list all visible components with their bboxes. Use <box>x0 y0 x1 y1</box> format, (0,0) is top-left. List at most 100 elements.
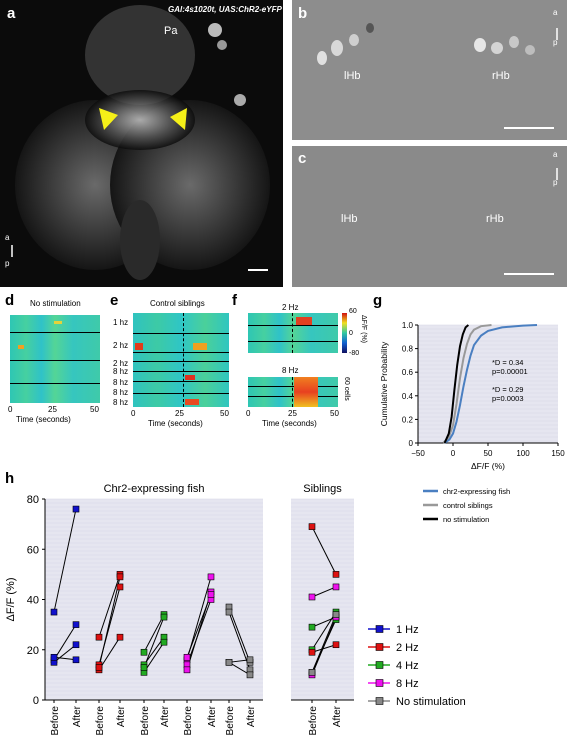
stat-annotation: p=0.0003 <box>492 394 524 403</box>
panel-h-label: h <box>5 470 15 487</box>
x-tick-label: Before <box>95 706 106 736</box>
group-title: Siblings <box>303 483 342 495</box>
pair-line <box>53 508 77 613</box>
x-tick-label: Before <box>225 706 236 736</box>
data-point <box>95 664 103 671</box>
pair-line <box>98 574 121 638</box>
f-tick-50: 50 <box>330 409 339 418</box>
data-point <box>140 648 148 656</box>
data-point <box>72 641 80 649</box>
data-point <box>72 621 80 628</box>
data-point <box>332 583 340 591</box>
data-point <box>160 613 168 621</box>
pair-line <box>53 656 77 661</box>
data-point <box>246 671 254 679</box>
stat-annotation: *D = 0.29 <box>492 385 523 394</box>
data-point <box>332 611 340 618</box>
y-tick-label: 0.8 <box>402 345 414 354</box>
y-tick-label: 0 <box>33 695 39 707</box>
legend-marker <box>375 625 384 633</box>
cdf-line <box>444 324 538 444</box>
e-row-5: 8 hz <box>113 388 129 397</box>
data-point <box>308 523 316 530</box>
data-point <box>308 593 316 601</box>
f-tick-25: 25 <box>288 409 297 418</box>
panel-e-title: Control siblings <box>150 299 205 308</box>
panel-b-label: b <box>298 5 308 22</box>
cdf-line <box>443 324 470 444</box>
legend-label: 2 Hz <box>396 642 419 654</box>
y-axis-label: ΔF/F (%) <box>5 577 17 621</box>
f-tick-0: 0 <box>246 409 251 418</box>
x-axis-label: ΔF/F (%) <box>471 461 505 471</box>
arrowhead-left-icon <box>99 108 118 130</box>
data-point <box>246 656 254 664</box>
f-top-label: 2 Hz <box>282 303 299 312</box>
rhb-label-b: rHb <box>492 70 510 82</box>
x-tick-label: Before <box>140 706 151 736</box>
e-row-0: 1 hz <box>113 318 129 327</box>
pair-line <box>311 614 337 673</box>
y-tick-label: 20 <box>27 645 39 657</box>
d-tick-0: 0 <box>8 405 13 414</box>
pair-line <box>53 624 77 661</box>
region-label-pa: Pa <box>164 25 178 37</box>
data-point <box>116 573 124 581</box>
orient-p-b: p <box>553 38 558 47</box>
e-row-3: 8 hz <box>113 367 129 376</box>
legend-marker <box>375 661 384 669</box>
pair-line <box>311 586 337 598</box>
legend-label: 8 Hz <box>396 678 419 690</box>
panel-f-label: f <box>232 292 237 309</box>
legend-label: 4 Hz <box>396 660 419 672</box>
y-tick-label: 0.4 <box>402 392 414 401</box>
pair-line <box>228 659 251 663</box>
panel-c-micrograph <box>292 146 567 287</box>
pair-line <box>143 616 165 668</box>
data-point <box>225 659 233 666</box>
pair-line <box>311 616 337 676</box>
x-tick-label: Before <box>308 706 319 736</box>
e-tick-50: 50 <box>220 409 229 418</box>
x-tick-label: After <box>72 705 83 727</box>
data-point <box>116 633 124 641</box>
data-point <box>183 666 191 674</box>
data-point <box>332 571 340 578</box>
orient-p: p <box>5 259 10 268</box>
x-tick-label: Before <box>50 706 61 736</box>
x-tick-label: 50 <box>484 449 493 458</box>
cbar-label: ΔF/F (%) <box>360 315 367 344</box>
data-point <box>207 591 215 598</box>
panel-e-label: e <box>110 292 119 309</box>
legend-label: control siblings <box>443 501 493 510</box>
orient-a-b: a <box>553 8 558 17</box>
dff-chart: 0 20 40 60 80 ΔF/F (%) Chr2-expressing fish Sib… <box>5 483 466 736</box>
heatmap-e <box>133 313 229 407</box>
x-tick-label: Before <box>183 706 194 736</box>
stat-annotation: p=0.00001 <box>492 367 528 376</box>
e-row-1: 2 hz <box>113 341 129 350</box>
e-row-2: 2 hz <box>113 359 129 368</box>
pair-line <box>311 526 337 575</box>
data-point <box>140 664 148 671</box>
legend-label: no stimulation <box>443 515 489 524</box>
x-tick-label: After <box>332 705 343 727</box>
data-point <box>116 583 124 591</box>
pair-line <box>228 661 251 676</box>
e-tick-0: 0 <box>131 409 136 418</box>
scale-cells: 60 cells <box>343 377 350 401</box>
e-tick-25: 25 <box>175 409 184 418</box>
data-point <box>225 608 233 616</box>
cbar-bottom: -80 <box>349 350 360 357</box>
pair-line <box>98 576 121 668</box>
heatmap-d <box>10 315 100 403</box>
pair-line <box>53 644 77 663</box>
y-tick-label: 1.0 <box>402 321 414 330</box>
lhb-label-b: lHb <box>344 70 361 82</box>
panel-a-micrograph <box>0 0 283 287</box>
legend-label: No stimulation <box>396 696 466 708</box>
data-point <box>50 653 58 661</box>
y-tick-label: 40 <box>27 595 39 607</box>
pair-line <box>143 641 165 673</box>
f-xlabel: Time (seconds) <box>262 419 317 428</box>
